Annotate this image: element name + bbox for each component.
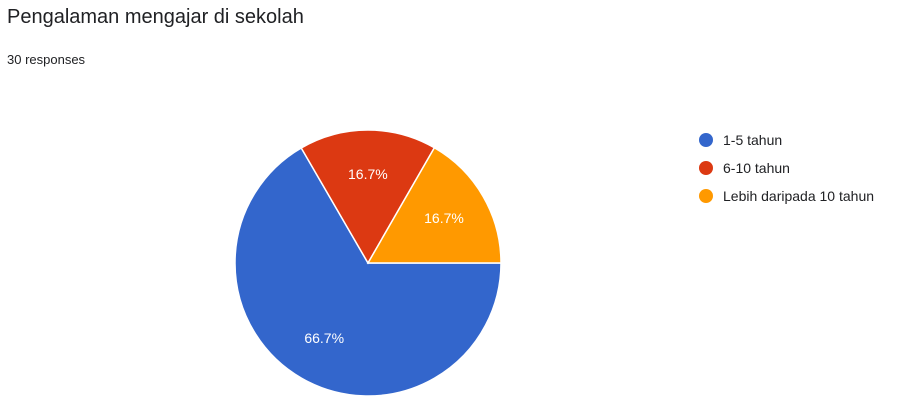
pie-data-label-3: 16.7% bbox=[424, 210, 464, 226]
pie-data-label-2: 16.7% bbox=[348, 166, 388, 182]
response-count: 30 responses bbox=[7, 52, 86, 67]
chart-title: Pengalaman mengajar di sekolah bbox=[7, 6, 304, 28]
legend-label: 1-5 tahun bbox=[723, 132, 783, 148]
legend: 1-5 tahun 6-10 tahun Lebih daripada 10 tah… bbox=[699, 126, 874, 210]
legend-swatch-icon bbox=[699, 189, 713, 203]
pie-slice-1 bbox=[234, 146, 502, 397]
legend-label: Lebih daripada 10 tahun bbox=[723, 188, 875, 204]
pie-data-label-1: 66.7% bbox=[304, 330, 344, 346]
legend-label: 6-10 tahun bbox=[723, 160, 790, 176]
legend-item-3: Lebih daripada 10 tahun bbox=[699, 182, 874, 210]
legend-item-1: 1-5 tahun bbox=[699, 126, 874, 154]
legend-swatch-icon bbox=[699, 133, 713, 147]
legend-item-2: 6-10 tahun bbox=[699, 154, 874, 182]
pie-slice-2 bbox=[300, 129, 436, 265]
pie-labels: 66.7% 16.7% 16.7% bbox=[304, 166, 464, 346]
legend-swatch-icon bbox=[699, 161, 713, 175]
pie-slices bbox=[234, 129, 502, 397]
pie-slice-3 bbox=[366, 146, 502, 264]
